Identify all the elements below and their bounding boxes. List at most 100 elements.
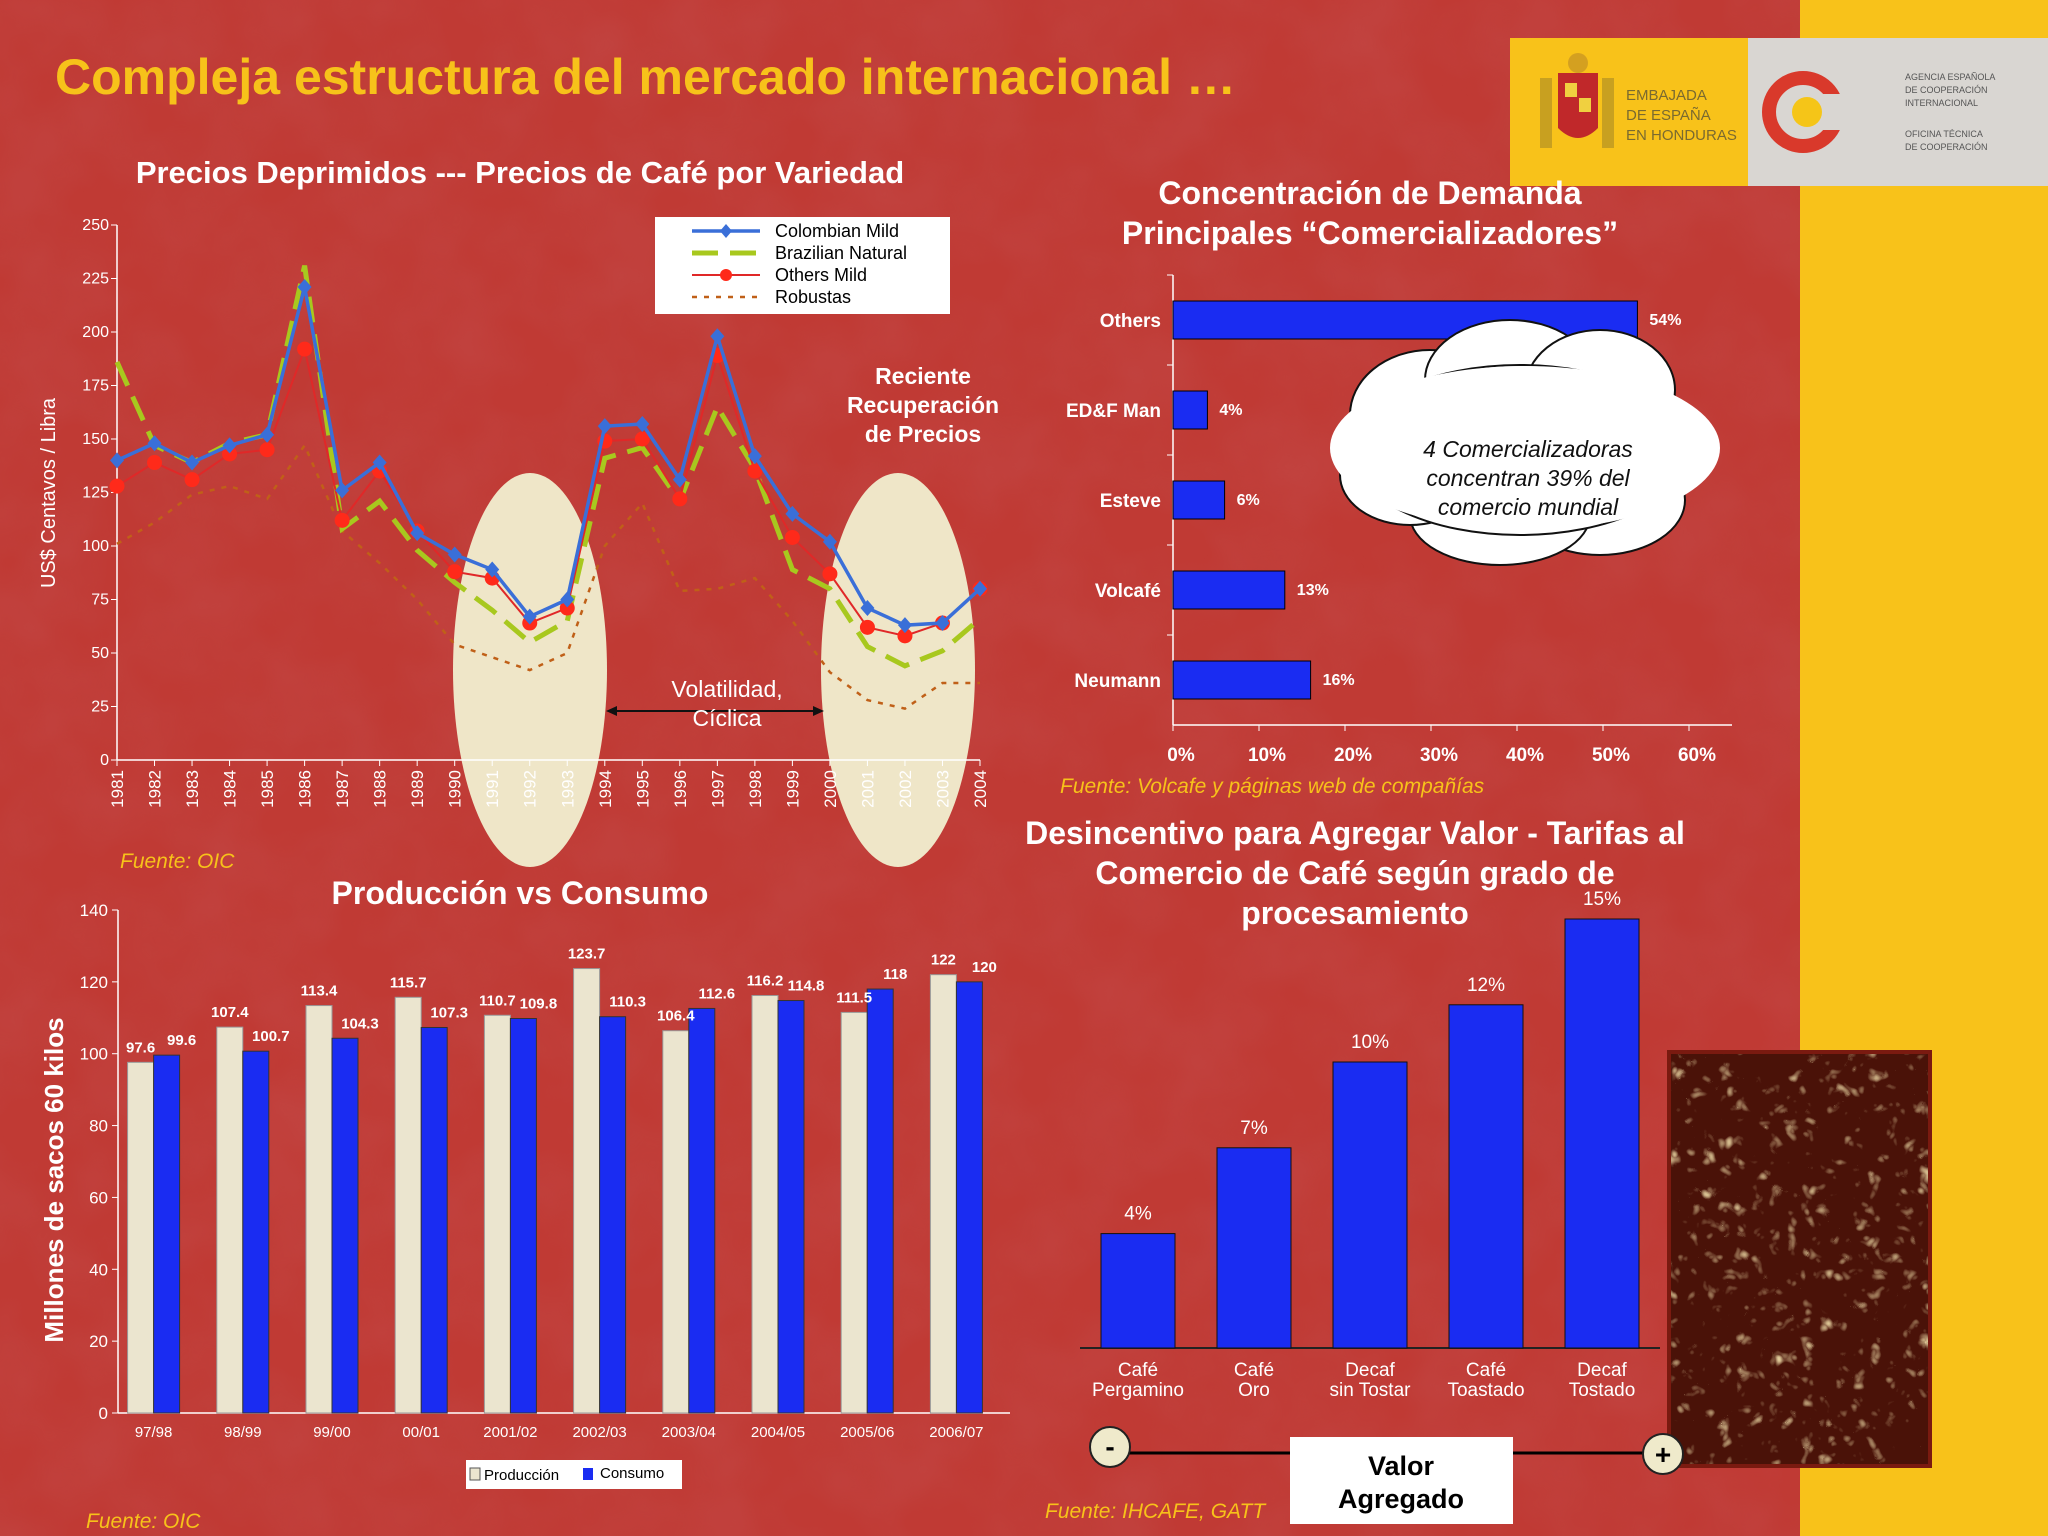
legend-marker <box>720 269 732 281</box>
volatility-arrow-right-icon <box>813 706 824 716</box>
y-axis-label: US$ Centavos / Libra <box>38 397 60 588</box>
y-tick-label: 120 <box>80 973 108 992</box>
volatility-arrow-left-icon <box>606 706 617 716</box>
production-value-label: 110.7 <box>479 992 516 1009</box>
consumption-bar <box>866 988 894 1414</box>
x-tick-label: 1997 <box>708 770 727 808</box>
consumption-bar <box>955 981 983 1414</box>
consumption-value-label: 120 <box>972 959 997 976</box>
x-tick-label: 97/98 <box>135 1424 173 1441</box>
others-mild-point <box>747 463 763 479</box>
consumption-bar <box>331 1037 359 1414</box>
y-tick-label: 75 <box>91 592 109 609</box>
tariff-bar <box>1100 1233 1176 1349</box>
x-tick-label: 50% <box>1592 745 1630 766</box>
consumption-value-label: 112.6 <box>698 985 735 1002</box>
others-mild-point <box>109 478 125 494</box>
colombian-mild-point <box>672 471 687 488</box>
colombian-mild-point <box>973 580 987 597</box>
x-tick-label: 1987 <box>333 770 352 808</box>
value-label: 15% <box>1583 890 1621 910</box>
category-label: Toastado <box>1447 1380 1524 1401</box>
prices-chart-title: Precios Deprimidos --- Precios de Café p… <box>135 155 905 190</box>
production-value-label: 122 <box>931 952 956 969</box>
callout-text: 4 Comercializadoras <box>1423 436 1633 462</box>
x-tick-label: 1982 <box>146 770 165 808</box>
others-mild-point <box>897 628 913 644</box>
value-label: 4% <box>1124 1204 1152 1225</box>
tariffs-chart-title-line: Comercio de Café según grado de <box>1095 855 1615 891</box>
others-mild-point <box>859 619 875 635</box>
colombian-mild-point <box>260 426 275 443</box>
volatility-annotation: Cíclica <box>692 705 761 731</box>
y-tick-label: 0 <box>99 1404 108 1423</box>
coffee-beans-photo <box>1667 1050 1932 1468</box>
consumption-bar <box>688 1007 716 1414</box>
colombian-mild-point <box>447 546 462 563</box>
production-bar <box>305 1005 333 1414</box>
x-tick-label: 2004/05 <box>751 1424 805 1441</box>
y-tick-label: 80 <box>89 1117 108 1136</box>
x-tick-label: 1983 <box>183 770 202 808</box>
demand-chart-title-line: Concentración de Demanda <box>1158 175 1582 211</box>
legend-label: Producción <box>484 1467 559 1484</box>
value-added-label: Agregado <box>1338 1484 1464 1514</box>
production-chart-title: Producción vs Consumo <box>331 875 709 911</box>
plus-icon <box>1642 1433 1684 1475</box>
colombian-mild-point <box>522 608 537 625</box>
colombian-mild-point <box>335 482 350 499</box>
colombian-mild-point <box>110 452 124 469</box>
consumption-value-label: 107.3 <box>430 1004 468 1021</box>
production-bar <box>483 1014 511 1414</box>
y-tick-label: 50 <box>91 645 109 662</box>
colombian-mild-point <box>822 533 837 550</box>
x-tick-label: 1996 <box>671 770 690 808</box>
colombian-mild-point <box>485 561 500 578</box>
cloud-fill <box>1330 366 1720 530</box>
x-tick-label: 1992 <box>521 770 540 808</box>
others-mild-point <box>184 472 200 488</box>
production-bar <box>216 1026 244 1414</box>
category-label: ED&F Man <box>1066 401 1161 422</box>
y-tick-label: 40 <box>89 1260 108 1279</box>
consumption-value-label: 110.3 <box>609 994 646 1011</box>
tariff-bar <box>1448 1004 1524 1349</box>
prices-line-chart: 0 25 50 75 100 125 150 175 200 225 250 1981 1982 1983… <box>38 217 999 867</box>
agency-logo-line: AGENCIA ESPAÑOLA <box>1905 72 1995 82</box>
x-tick-label: 1995 <box>633 770 652 808</box>
page-title: Compleja estructura del mercado internac… <box>55 49 1236 105</box>
production-bar <box>662 1030 690 1414</box>
x-tick-label: 1991 <box>483 770 502 808</box>
legend-box <box>466 1460 682 1489</box>
value-label: 4% <box>1219 402 1242 419</box>
colombian-mild-point <box>935 615 950 632</box>
x-tick-label: 1989 <box>408 770 427 808</box>
demand-bar <box>1172 390 1208 430</box>
x-tick-label: 1981 <box>108 770 127 808</box>
agency-logo-line: INTERNACIONAL <box>1905 98 1978 108</box>
others-mild-point <box>784 529 800 545</box>
consumption-bar <box>509 1018 537 1414</box>
colombian-mild-point <box>860 600 875 617</box>
value-label: 7% <box>1240 1118 1268 1139</box>
category-label: Decaf <box>1345 1360 1395 1381</box>
others-mild-point <box>634 431 650 447</box>
others-mild-point <box>222 446 238 462</box>
colombian-mild-point <box>897 617 912 634</box>
demand-bar-chart: 0% 10% 20% 30% 40% 50% 60% Others 54% ED&F Man 4% E… <box>1066 274 1732 766</box>
others-mild-point <box>822 566 838 582</box>
x-tick-label: 2001/02 <box>483 1424 537 1441</box>
production-value-label: 113.4 <box>301 983 338 1000</box>
demand-source: Fuente: Volcafe y páginas web de compañí… <box>1060 775 1485 798</box>
consumption-value-label: 109.8 <box>520 996 558 1013</box>
production-bar <box>394 996 422 1414</box>
consumption-bar <box>420 1026 448 1414</box>
others-mild-point <box>447 564 463 580</box>
value-label: 6% <box>1237 492 1260 509</box>
tariff-bar <box>1564 918 1640 1349</box>
consumption-bar <box>153 1054 181 1414</box>
legend-label: Robustas <box>775 287 851 307</box>
x-tick-label: 99/00 <box>313 1424 351 1441</box>
aeci-logo-icon <box>1762 71 1848 153</box>
